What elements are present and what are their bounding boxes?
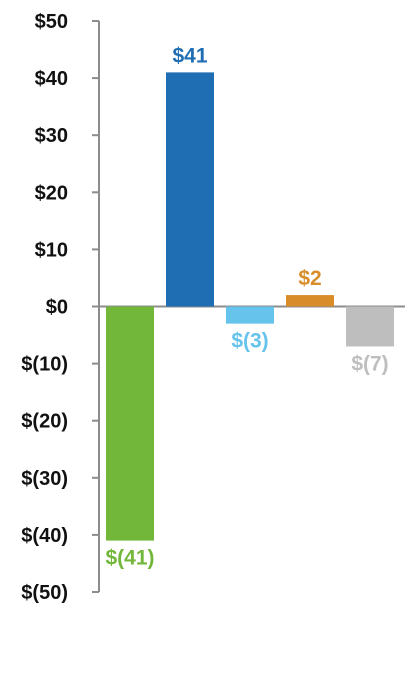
- bar-5: [346, 306, 394, 347]
- y-tick-label: $(10): [21, 354, 68, 376]
- data-label-5: $(7): [351, 352, 388, 375]
- y-tick-label: $30: [35, 125, 68, 147]
- bar-1: [106, 306, 154, 541]
- bar-4: [286, 295, 334, 307]
- y-tick-label: $(40): [21, 525, 68, 547]
- bar-2: [166, 72, 214, 307]
- y-tick-label: $(30): [21, 468, 68, 490]
- y-tick-label: $20: [35, 182, 68, 204]
- data-label-2: $41: [172, 44, 207, 67]
- y-tick-label: $0: [46, 297, 68, 319]
- data-labels: $(41) $41 $(3) $2 $(7): [105, 44, 388, 569]
- y-tick-label: $(50): [21, 582, 68, 604]
- data-label-4: $2: [298, 267, 321, 290]
- y-tick-label: $40: [35, 68, 68, 90]
- data-label-3: $(3): [231, 330, 268, 353]
- bar-3: [226, 306, 274, 324]
- y-tick-label: $10: [35, 239, 68, 261]
- y-axis: $50 $40 $30 $20 $10 $0 $(10) $(20) $(30) $(40) $(5…: [21, 11, 405, 604]
- y-tick-label: $50: [35, 11, 68, 33]
- bars: [106, 72, 394, 541]
- data-label-1: $(41): [105, 547, 154, 570]
- y-tick-label: $(20): [21, 411, 68, 433]
